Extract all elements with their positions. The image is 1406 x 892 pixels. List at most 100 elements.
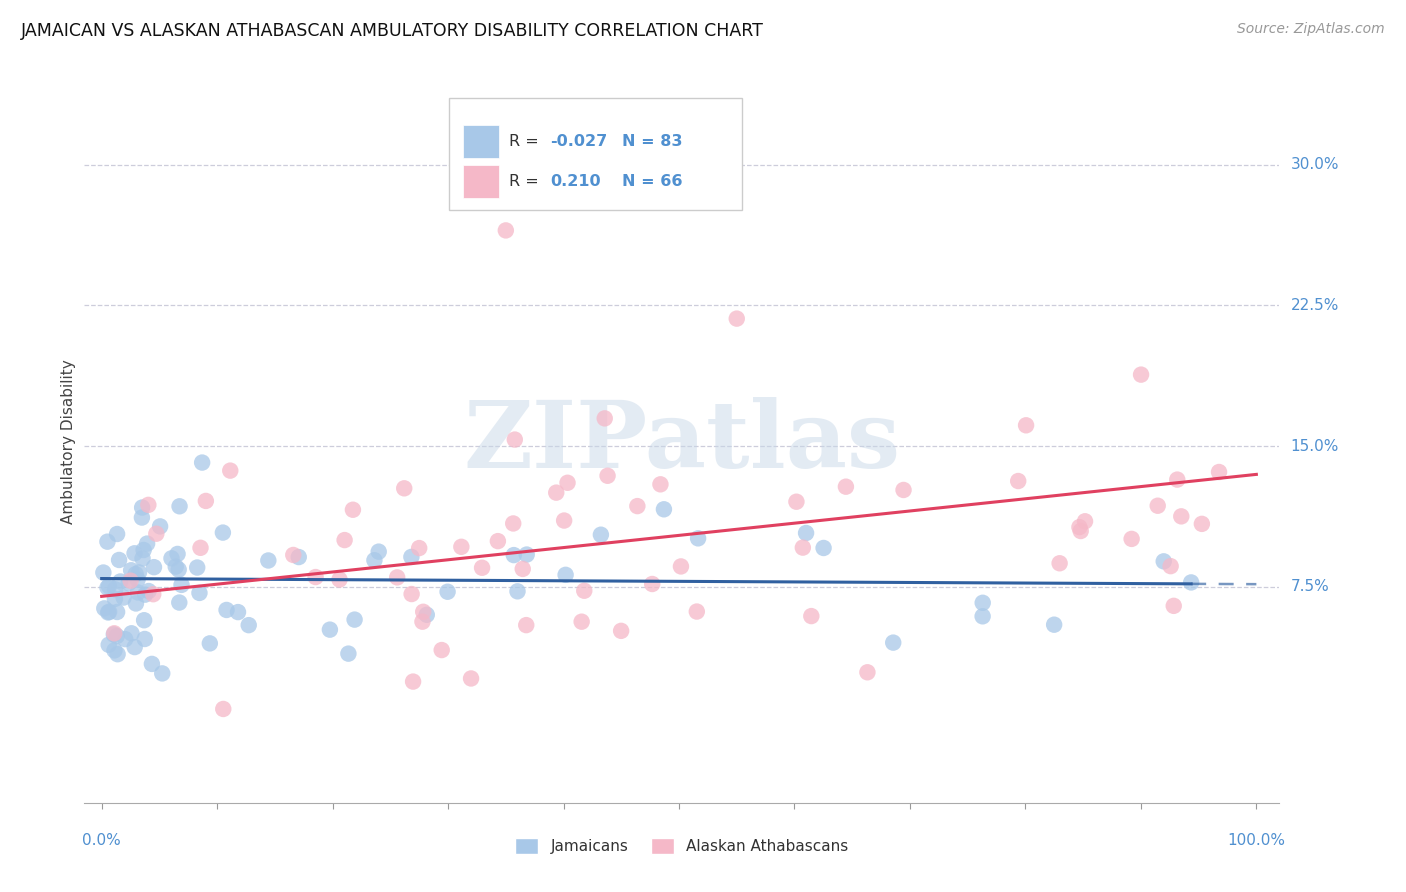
Point bbox=[641, 577, 664, 591]
Point bbox=[471, 560, 494, 574]
Point bbox=[1153, 554, 1175, 568]
Point bbox=[401, 587, 423, 601]
Point bbox=[333, 533, 356, 547]
Point bbox=[103, 626, 125, 640]
Point bbox=[412, 605, 434, 619]
Point bbox=[166, 547, 188, 561]
Point bbox=[127, 573, 149, 587]
Point bbox=[363, 553, 385, 567]
Point bbox=[120, 563, 142, 577]
Text: 0.210: 0.210 bbox=[551, 174, 602, 189]
Point bbox=[194, 494, 217, 508]
Point bbox=[120, 574, 142, 588]
Text: N = 83: N = 83 bbox=[623, 134, 683, 149]
Point bbox=[1015, 418, 1038, 433]
Point bbox=[1049, 556, 1071, 570]
Point bbox=[127, 585, 149, 599]
Text: ZIPatlas: ZIPatlas bbox=[464, 397, 900, 486]
Point bbox=[972, 596, 994, 610]
Point bbox=[96, 534, 118, 549]
Point bbox=[105, 605, 128, 619]
Point bbox=[136, 536, 159, 550]
Text: R =: R = bbox=[509, 134, 544, 149]
Point bbox=[96, 581, 118, 595]
Point bbox=[160, 551, 183, 566]
Point bbox=[367, 544, 389, 558]
Point bbox=[150, 666, 173, 681]
Point bbox=[1163, 599, 1185, 613]
Text: 30.0%: 30.0% bbox=[1291, 157, 1339, 172]
Point bbox=[93, 601, 115, 615]
Y-axis label: Ambulatory Disability: Ambulatory Disability bbox=[60, 359, 76, 524]
Point bbox=[319, 623, 342, 637]
Point bbox=[342, 502, 364, 516]
Point bbox=[108, 553, 131, 567]
Point bbox=[107, 647, 129, 661]
Point bbox=[1130, 368, 1153, 382]
Point bbox=[972, 609, 994, 624]
Point bbox=[835, 480, 858, 494]
Point bbox=[800, 609, 823, 624]
Point bbox=[408, 541, 430, 555]
Text: N = 66: N = 66 bbox=[623, 174, 683, 189]
Point bbox=[104, 582, 127, 597]
Point bbox=[430, 643, 453, 657]
Point bbox=[125, 597, 148, 611]
Point bbox=[515, 618, 537, 632]
Point bbox=[131, 510, 153, 524]
Point bbox=[93, 566, 115, 580]
Point bbox=[170, 578, 193, 592]
Text: JAMAICAN VS ALASKAN ATHABASCAN AMBULATORY DISABILITY CORRELATION CHART: JAMAICAN VS ALASKAN ATHABASCAN AMBULATOR… bbox=[21, 22, 763, 40]
Point bbox=[343, 613, 366, 627]
Point bbox=[1069, 520, 1091, 534]
Point bbox=[516, 548, 538, 562]
Point bbox=[502, 516, 524, 531]
Point bbox=[143, 560, 166, 574]
Point bbox=[626, 499, 648, 513]
Point bbox=[589, 527, 612, 541]
Point bbox=[1043, 617, 1066, 632]
Point bbox=[215, 603, 238, 617]
Point bbox=[512, 562, 534, 576]
Point bbox=[411, 615, 433, 629]
Legend: Jamaicans, Alaskan Athabascans: Jamaicans, Alaskan Athabascans bbox=[509, 832, 855, 860]
Point bbox=[134, 613, 156, 627]
Point bbox=[226, 605, 249, 619]
Point bbox=[134, 632, 156, 646]
Point bbox=[792, 541, 814, 555]
Point bbox=[138, 584, 160, 599]
Text: -0.027: -0.027 bbox=[551, 134, 607, 149]
Point bbox=[1160, 559, 1182, 574]
Point bbox=[650, 477, 672, 491]
Bar bbox=[463, 126, 499, 158]
Point bbox=[165, 559, 187, 574]
Point bbox=[110, 574, 132, 589]
Text: R =: R = bbox=[509, 174, 544, 189]
Point bbox=[593, 411, 616, 425]
Point bbox=[1191, 516, 1213, 531]
Point bbox=[450, 540, 472, 554]
Point bbox=[121, 626, 143, 640]
Text: 22.5%: 22.5% bbox=[1291, 298, 1339, 313]
Point bbox=[1074, 514, 1097, 528]
Point bbox=[557, 475, 579, 490]
Point bbox=[436, 584, 458, 599]
Point bbox=[486, 534, 509, 549]
Point bbox=[169, 595, 191, 609]
FancyBboxPatch shape bbox=[449, 98, 742, 211]
Point bbox=[610, 624, 633, 638]
Point bbox=[112, 591, 135, 605]
Point bbox=[460, 672, 482, 686]
Point bbox=[574, 583, 596, 598]
Point bbox=[257, 553, 280, 567]
Point bbox=[105, 527, 128, 541]
Point bbox=[1146, 499, 1168, 513]
Point bbox=[186, 560, 208, 574]
Point bbox=[669, 559, 692, 574]
Point bbox=[893, 483, 915, 497]
Point bbox=[596, 468, 619, 483]
Point bbox=[105, 629, 128, 643]
Point bbox=[167, 563, 190, 577]
Point bbox=[503, 433, 526, 447]
Text: 0.0%: 0.0% bbox=[83, 833, 121, 848]
